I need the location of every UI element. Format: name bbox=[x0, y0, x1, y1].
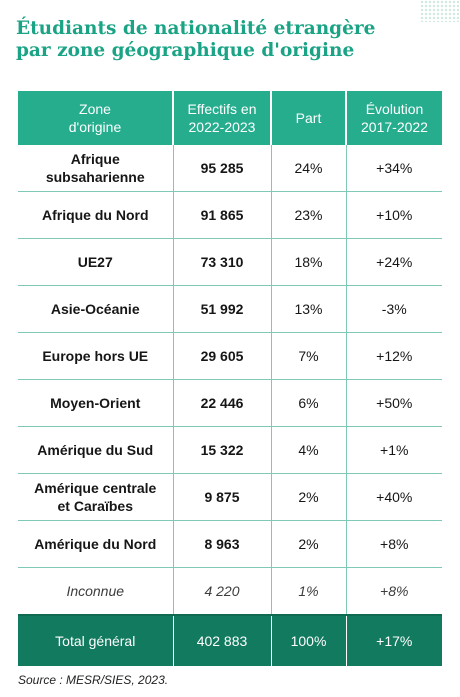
cell-zone: Afrique subsaharienne bbox=[45, 151, 145, 185]
source-note: Source : MESR/SIES, 2023. bbox=[18, 673, 169, 687]
header-zone: Zone d'origine bbox=[18, 91, 173, 145]
title-line-2: par zone géographique d'origine bbox=[16, 40, 355, 61]
header-part: Part bbox=[270, 91, 346, 145]
cell-effectifs: 9 875 bbox=[172, 473, 271, 521]
cell-evolution: +1% bbox=[345, 426, 442, 474]
table-row-unknown: Inconnue 4 220 1% +8% bbox=[18, 567, 442, 615]
table-row: UE27 73 310 18% +24% bbox=[18, 238, 442, 286]
table-row: Afrique du Nord 91 865 23% +10% bbox=[18, 191, 442, 239]
header-row: Zone d'origine Effectifs en 2022-2023 Pa… bbox=[18, 91, 442, 145]
cell-effectifs: 29 605 bbox=[172, 332, 271, 380]
cell-effectifs: 95 285 bbox=[172, 145, 271, 192]
cell-part: 1% bbox=[270, 567, 346, 615]
students-table: Zone d'origine Effectifs en 2022-2023 Pa… bbox=[18, 91, 442, 666]
cell-zone: Europe hors UE bbox=[18, 332, 173, 380]
cell-evolution: +34% bbox=[345, 145, 442, 192]
total-evolution: +17% bbox=[345, 614, 442, 666]
page-title: Étudiants de nationalité etrangère par z… bbox=[16, 18, 436, 62]
dot-pattern-decoration bbox=[420, 0, 460, 22]
cell-zone: Amérique centrale et Caraïbes bbox=[18, 473, 173, 521]
cell-evolution: -3% bbox=[345, 285, 442, 333]
header-effectifs: Effectifs en 2022-2023 bbox=[172, 91, 271, 145]
table-row: Amérique du Nord 8 963 2% +8% bbox=[18, 520, 442, 568]
cell-zone: Afrique du Nord bbox=[18, 191, 173, 239]
cell-evolution: +10% bbox=[345, 191, 442, 239]
cell-part: 7% bbox=[270, 332, 346, 380]
cell-part: 2% bbox=[270, 520, 346, 568]
cell-effectifs: 22 446 bbox=[172, 379, 271, 427]
cell-evolution: +24% bbox=[345, 238, 442, 286]
title-line-1: Étudiants de nationalité etrangère bbox=[16, 18, 376, 39]
cell-evolution: +8% bbox=[345, 567, 442, 615]
cell-zone: Asie-Océanie bbox=[18, 285, 173, 333]
cell-zone: UE27 bbox=[18, 238, 173, 286]
cell-part: 2% bbox=[270, 473, 346, 521]
table-row: Europe hors UE 29 605 7% +12% bbox=[18, 332, 442, 380]
table-row: Amérique centrale et Caraïbes 9 875 2% +… bbox=[18, 473, 442, 521]
cell-part: 23% bbox=[270, 191, 346, 239]
table-row: Moyen-Orient 22 446 6% +50% bbox=[18, 379, 442, 427]
cell-part: 13% bbox=[270, 285, 346, 333]
table-row: Afrique subsaharienne 95 285 24% +34% bbox=[18, 145, 442, 192]
total-row: Total général 402 883 100% +17% bbox=[18, 614, 442, 666]
cell-evolution: +12% bbox=[345, 332, 442, 380]
table-row: Asie-Océanie 51 992 13% -3% bbox=[18, 285, 442, 333]
cell-zone: Inconnue bbox=[18, 567, 173, 615]
total-label: Total général bbox=[18, 614, 173, 666]
cell-part: 24% bbox=[270, 145, 346, 192]
header-evolution: Évolution 2017-2022 bbox=[345, 91, 442, 145]
cell-evolution: +40% bbox=[345, 473, 442, 521]
cell-evolution: +50% bbox=[345, 379, 442, 427]
cell-part: 6% bbox=[270, 379, 346, 427]
cell-effectifs: 15 322 bbox=[172, 426, 271, 474]
cell-effectifs: 51 992 bbox=[172, 285, 271, 333]
cell-effectifs: 91 865 bbox=[172, 191, 271, 239]
table-row: Amérique du Sud 15 322 4% +1% bbox=[18, 426, 442, 474]
total-part: 100% bbox=[270, 614, 346, 666]
cell-effectifs: 8 963 bbox=[172, 520, 271, 568]
cell-effectifs: 73 310 bbox=[172, 238, 271, 286]
cell-zone: Amérique du Nord bbox=[18, 520, 173, 568]
cell-zone: Moyen-Orient bbox=[18, 379, 173, 427]
cell-part: 4% bbox=[270, 426, 346, 474]
cell-effectifs: 4 220 bbox=[172, 567, 271, 615]
cell-zone: Amérique du Sud bbox=[18, 426, 173, 474]
total-effectifs: 402 883 bbox=[172, 614, 271, 666]
cell-evolution: +8% bbox=[345, 520, 442, 568]
cell-part: 18% bbox=[270, 238, 346, 286]
